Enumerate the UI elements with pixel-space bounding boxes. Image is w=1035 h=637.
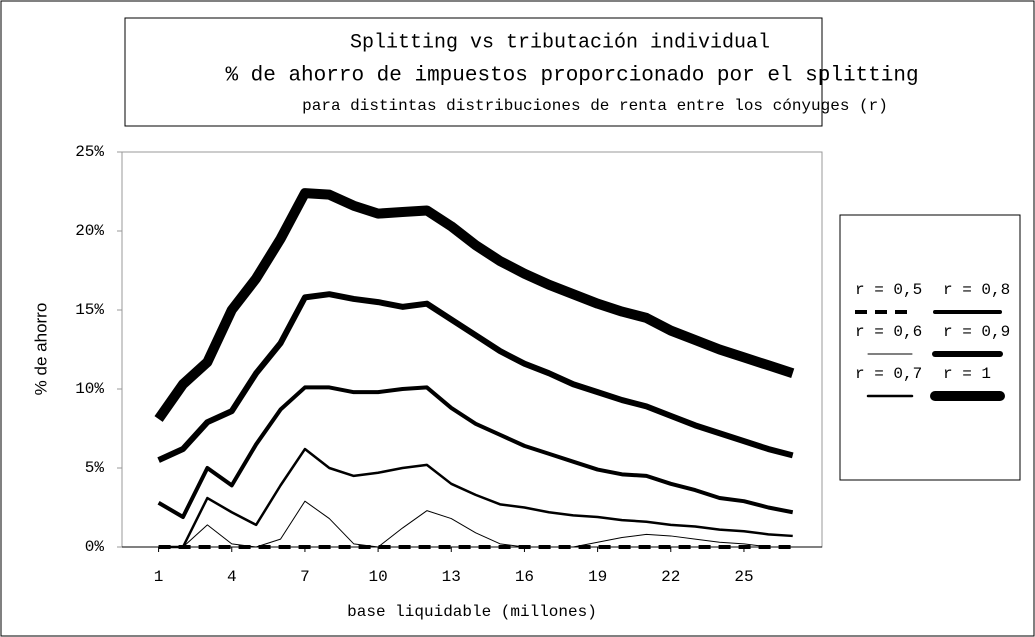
legend-label: r = 0,9 xyxy=(943,323,1010,341)
legend-label: r = 0,7 xyxy=(855,365,922,383)
series-line xyxy=(154,188,795,422)
x-tick-label: 4 xyxy=(227,568,237,586)
chart-title: Splitting vs tributación individual xyxy=(350,31,770,54)
x-tick-label: 7 xyxy=(300,568,310,586)
series-line xyxy=(157,385,794,519)
legend-label: r = 0,8 xyxy=(943,281,1010,299)
y-tick-label: 10% xyxy=(75,380,104,398)
legend-label: r = 1 xyxy=(943,365,991,383)
legend-label: r = 0,6 xyxy=(855,323,922,341)
series-line xyxy=(158,447,793,549)
chart-note: para distintas distribuciones de renta e… xyxy=(302,97,888,115)
chart-subtitle: % de ahorro de impuestos proporcionado p… xyxy=(225,65,918,88)
x-tick-label: 10 xyxy=(368,568,387,586)
y-tick-label: 15% xyxy=(75,301,104,319)
y-tick-label: 20% xyxy=(75,222,104,240)
y-tick-label: 0% xyxy=(85,538,105,556)
x-tick-label: 13 xyxy=(442,568,461,586)
y-tick-label: 5% xyxy=(85,459,105,477)
x-tick-label: 22 xyxy=(661,568,680,586)
x-tick-label: 1 xyxy=(154,568,164,586)
legend-box xyxy=(839,214,1021,481)
y-tick-label: 25% xyxy=(75,143,104,161)
series-line xyxy=(157,291,794,463)
legend-label: r = 0,5 xyxy=(855,281,922,299)
x-axis-label: base liquidable (millones) xyxy=(347,603,597,621)
y-axis-label: % de ahorro xyxy=(31,303,50,396)
x-tick-label: 16 xyxy=(515,568,534,586)
series-line xyxy=(158,500,793,548)
x-tick-label: 25 xyxy=(734,568,753,586)
x-tick-label: 19 xyxy=(588,568,607,586)
title-box xyxy=(124,17,823,127)
